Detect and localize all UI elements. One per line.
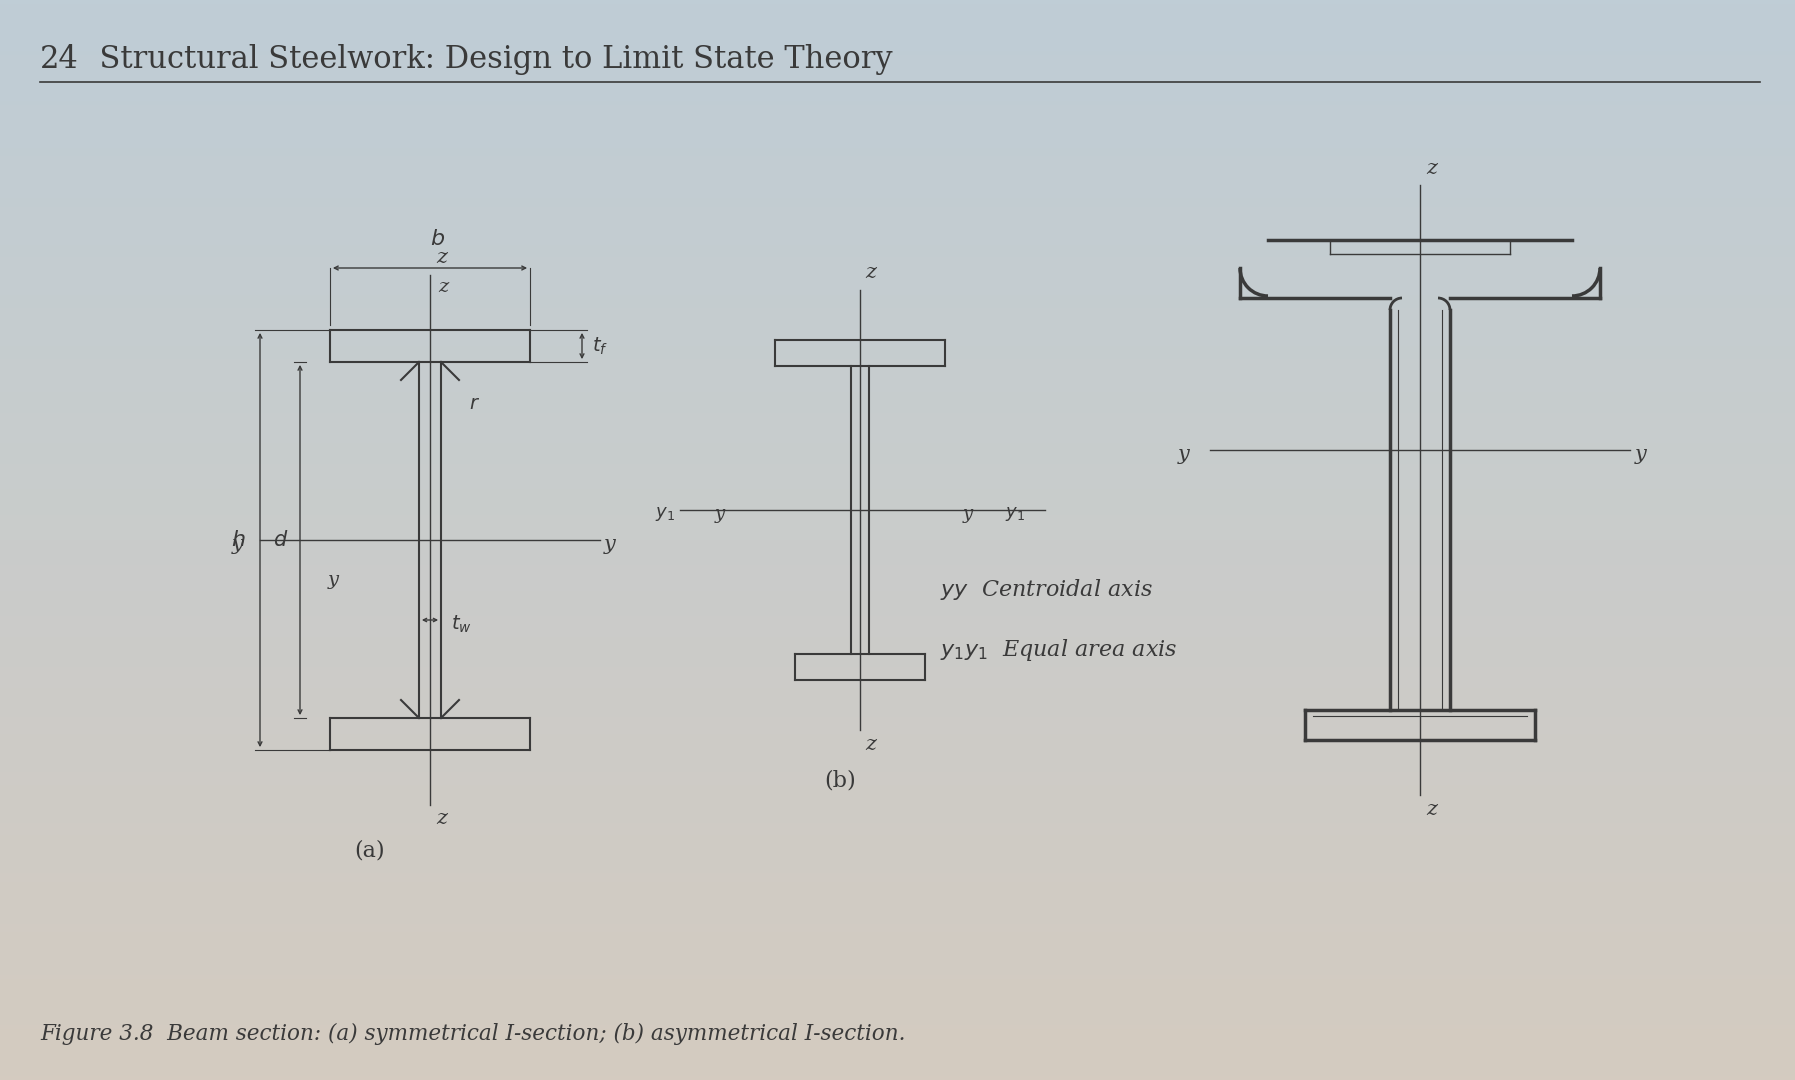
Text: Figure 3.8  Beam section: (a) symmetrical I-section; (b) asymmetrical I-section.: Figure 3.8 Beam section: (a) symmetrical…: [39, 1023, 905, 1045]
Text: y: y: [603, 535, 616, 553]
Text: y: y: [714, 505, 725, 523]
Text: z: z: [436, 809, 447, 828]
Text: y: y: [328, 571, 339, 589]
Text: (a): (a): [355, 840, 386, 862]
Text: (b): (b): [824, 770, 856, 792]
Text: z: z: [865, 735, 876, 754]
Text: z: z: [436, 248, 447, 267]
Text: y: y: [232, 535, 244, 553]
Text: $yy$  Centroidal axis: $yy$ Centroidal axis: [941, 578, 1152, 603]
Text: z: z: [1425, 800, 1438, 819]
Text: $d$: $d$: [273, 530, 287, 550]
Text: y: y: [962, 505, 973, 523]
Text: $h$: $h$: [232, 529, 246, 551]
Text: z: z: [1425, 159, 1438, 178]
Text: z: z: [438, 278, 449, 296]
Text: y: y: [1178, 445, 1190, 463]
Text: $b$: $b$: [431, 228, 445, 249]
Text: y: y: [1635, 445, 1646, 463]
Text: $y_1y_1$  Equal area axis: $y_1y_1$ Equal area axis: [941, 637, 1178, 663]
Text: 24: 24: [39, 44, 79, 75]
Text: $r$: $r$: [468, 395, 479, 413]
Text: $y_1$: $y_1$: [655, 505, 675, 523]
Text: $y_1$: $y_1$: [1005, 505, 1025, 523]
Text: z: z: [865, 264, 876, 282]
Text: $t_f$: $t_f$: [592, 336, 609, 356]
Text: Structural Steelwork: Design to Limit State Theory: Structural Steelwork: Design to Limit St…: [81, 44, 892, 75]
Text: $t_w$: $t_w$: [451, 613, 472, 635]
